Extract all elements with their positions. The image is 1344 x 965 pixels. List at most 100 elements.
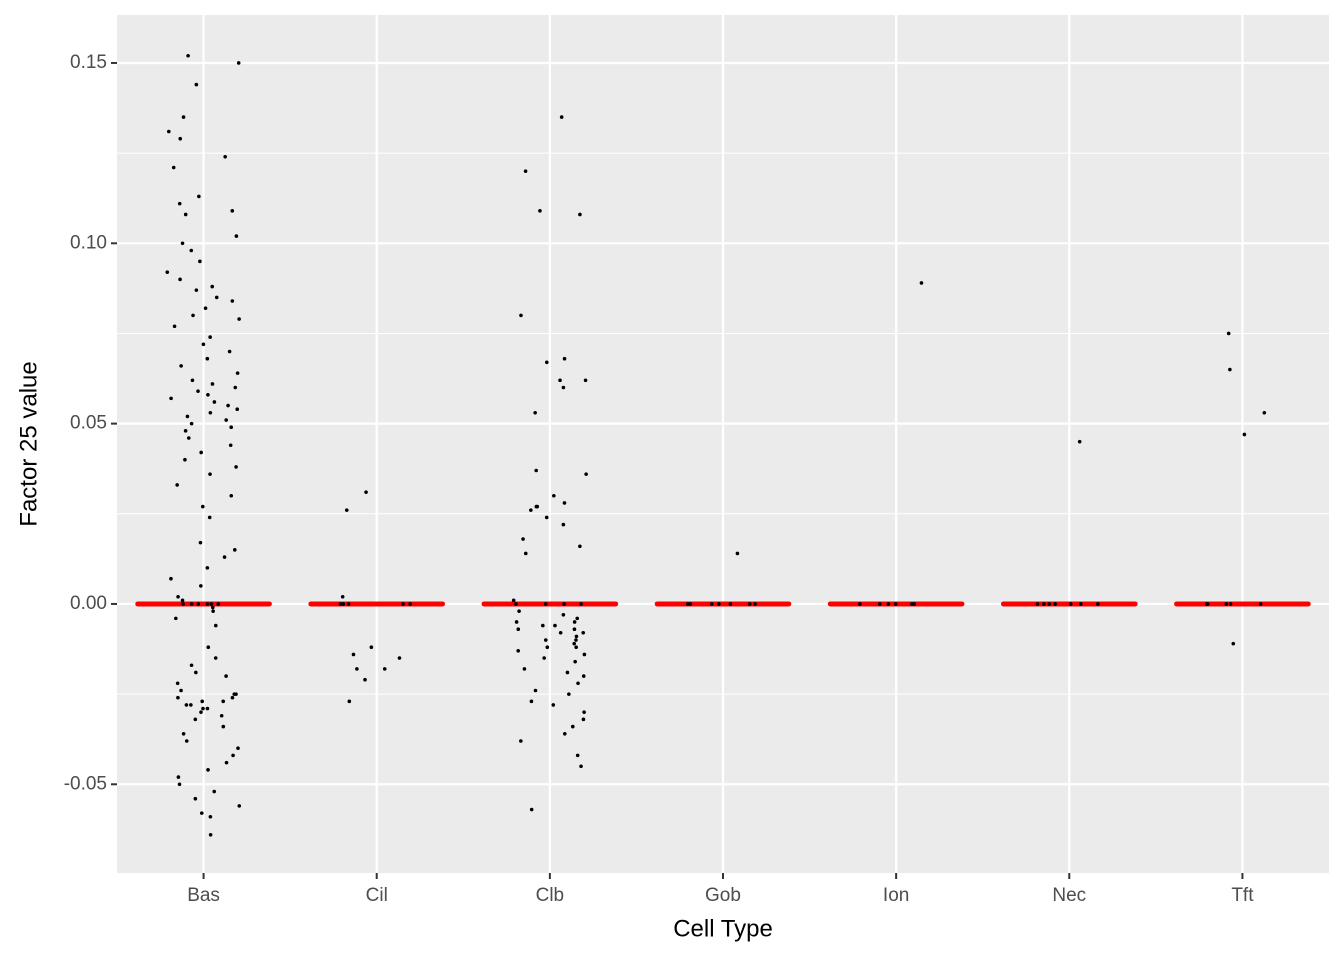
y-axis-title: Factor 25 value [15, 361, 42, 526]
point [573, 659, 577, 664]
point [186, 436, 191, 440]
point [581, 674, 586, 678]
point [578, 212, 582, 217]
point [199, 584, 203, 588]
point [178, 277, 182, 282]
point [529, 699, 534, 704]
point [709, 602, 714, 606]
point [169, 396, 173, 401]
point [165, 270, 170, 274]
point [1228, 367, 1232, 372]
point [196, 389, 200, 393]
point [1077, 439, 1082, 444]
point [234, 234, 239, 238]
point [521, 537, 525, 541]
x-tick-label: Cil [366, 885, 388, 906]
point [1226, 331, 1231, 336]
point [522, 667, 527, 671]
point [172, 324, 177, 329]
x-tick-label: Gob [705, 885, 741, 906]
point [207, 515, 212, 520]
point [533, 411, 537, 415]
point [236, 746, 240, 751]
point [194, 670, 198, 675]
point [1228, 602, 1233, 606]
point [523, 551, 528, 556]
point [582, 710, 586, 714]
point [213, 623, 218, 628]
point [181, 115, 186, 119]
point [189, 602, 194, 606]
point [753, 602, 757, 606]
point [347, 699, 352, 704]
point [1053, 602, 1057, 606]
point [583, 378, 588, 383]
point [210, 284, 215, 289]
point [572, 620, 577, 624]
point [562, 602, 566, 606]
point [201, 706, 205, 711]
point [572, 627, 577, 631]
point [910, 602, 914, 606]
y-tick-label: 0.00 [70, 593, 107, 614]
point [199, 811, 204, 815]
point [205, 602, 210, 606]
point [893, 602, 898, 606]
point [197, 194, 201, 199]
point [237, 804, 242, 808]
point [1068, 602, 1073, 606]
point [529, 508, 533, 512]
point [177, 782, 182, 787]
point [561, 522, 566, 527]
point [341, 602, 346, 606]
point [180, 241, 185, 246]
point [189, 663, 194, 668]
point [346, 602, 351, 606]
point [212, 400, 217, 404]
point [174, 616, 178, 621]
point [517, 609, 521, 613]
point [728, 602, 733, 606]
point [565, 670, 570, 675]
point [186, 53, 190, 58]
point [211, 609, 215, 613]
point [529, 807, 534, 812]
point [338, 602, 343, 606]
point [574, 638, 578, 642]
point [176, 695, 180, 700]
point [183, 429, 188, 433]
point [206, 768, 210, 772]
point [184, 703, 189, 707]
point [175, 483, 179, 487]
point [237, 317, 241, 321]
point [1224, 602, 1229, 606]
point [196, 602, 201, 606]
point [579, 602, 583, 606]
point [234, 465, 238, 469]
point [194, 288, 199, 292]
point [178, 136, 183, 141]
point [201, 342, 206, 347]
point [180, 598, 185, 603]
point [570, 724, 575, 729]
point [179, 364, 183, 368]
point [1047, 602, 1052, 606]
point [382, 667, 387, 671]
point [231, 753, 235, 758]
point [858, 602, 862, 606]
point [189, 421, 194, 426]
point [227, 349, 232, 354]
point [230, 695, 235, 700]
point [198, 540, 203, 545]
point [511, 598, 516, 603]
point [208, 335, 212, 339]
point [919, 281, 924, 285]
point [228, 443, 233, 448]
point [1035, 602, 1040, 606]
point [519, 739, 523, 743]
point [544, 515, 549, 520]
x-tick-label: Ion [883, 885, 909, 906]
x-tick-label: Nec [1052, 885, 1086, 906]
point [545, 360, 549, 365]
